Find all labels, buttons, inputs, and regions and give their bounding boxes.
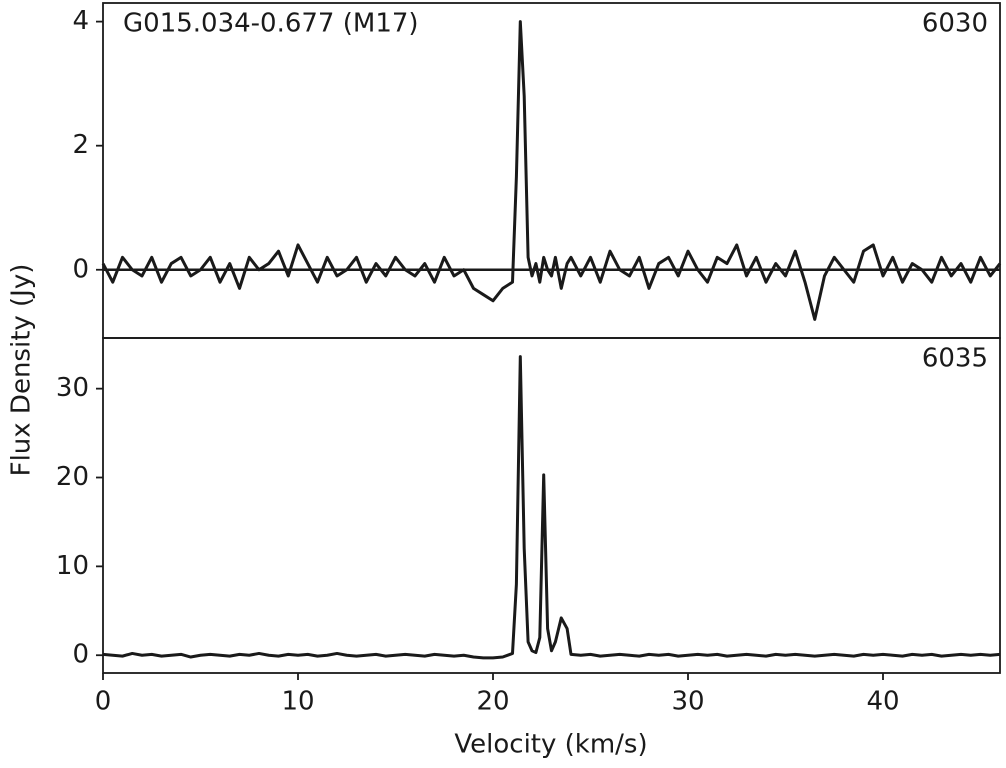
spectrum-line	[102, 355, 1001, 660]
y-tick-label: 30	[56, 373, 89, 403]
x-tick-label: 40	[866, 687, 899, 717]
y-tick-label: 0	[72, 640, 89, 670]
y-tick-label: 2	[72, 130, 89, 160]
y-tick-label: 20	[56, 462, 89, 492]
panel-label: 6030	[922, 9, 988, 39]
y-tick-label: 10	[56, 551, 89, 581]
x-tick-label: 30	[671, 687, 704, 717]
plot-frame	[102, 337, 1001, 674]
panel-annotation: G015.034-0.677 (M17)	[123, 9, 419, 39]
y-tick-label: 4	[72, 6, 89, 36]
x-tick-label: 20	[476, 687, 509, 717]
plot-frame	[102, 2, 1001, 339]
x-tick-label: 0	[95, 687, 112, 717]
spectrum-line	[101, 20, 1002, 321]
x-axis-label: Velocity (km/s)	[454, 730, 647, 760]
y-axis-label: Flux Density (Jy)	[7, 264, 37, 477]
x-tick-label: 10	[281, 687, 314, 717]
y-tick-label: 0	[72, 254, 89, 284]
panel-label: 6035	[922, 344, 988, 374]
